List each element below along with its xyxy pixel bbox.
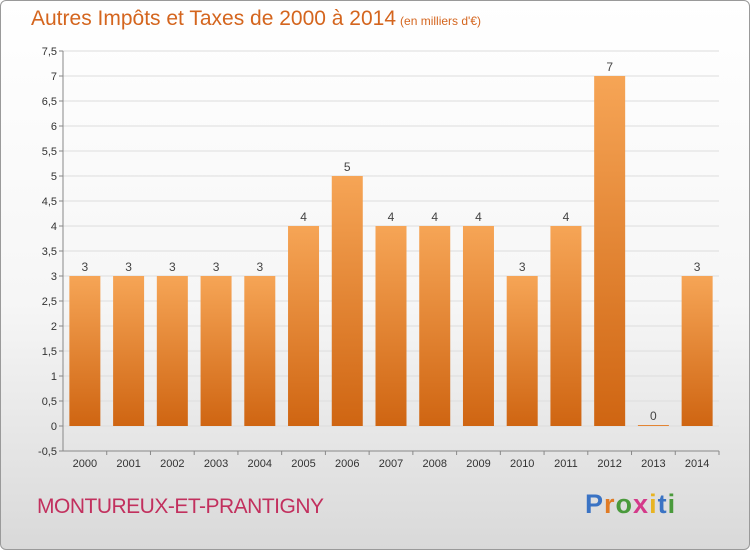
y-tick-label: 3,5 bbox=[42, 246, 57, 258]
proxiti-logo: Proxiti bbox=[585, 489, 676, 520]
labels: -0,5 0 0,5 1 1,5 2 2,5 3 3,5 4 4,5 5 5,5 6 6,5 7 7,5 3 200… bbox=[38, 46, 709, 470]
bar bbox=[550, 226, 582, 426]
data-label: 3 bbox=[82, 260, 89, 274]
bar bbox=[637, 425, 669, 426]
y-tick-label: 0,5 bbox=[42, 396, 57, 408]
bar bbox=[419, 226, 451, 426]
x-tick-label: 2003 bbox=[204, 458, 228, 470]
bar bbox=[156, 276, 188, 426]
x-tick-label: 2014 bbox=[685, 458, 709, 470]
chart-title: Autres Impôts et Taxes de 2000 à 2014 (en… bbox=[31, 7, 481, 31]
y-tick-label: 1,5 bbox=[42, 346, 57, 358]
logo-letter: o bbox=[615, 489, 634, 519]
data-label: 3 bbox=[694, 260, 701, 274]
data-label: 0 bbox=[650, 409, 657, 423]
x-tick-label: 2009 bbox=[466, 458, 490, 470]
logo-letter: r bbox=[604, 489, 616, 519]
x-tick-label: 2012 bbox=[597, 458, 621, 470]
logo-letter: i bbox=[649, 489, 658, 519]
bar bbox=[331, 176, 363, 426]
chart-title-text: Autres Impôts et Taxes de 2000 à 2014 bbox=[31, 7, 397, 30]
bar bbox=[288, 226, 320, 426]
y-tick-label: 6,5 bbox=[42, 96, 57, 108]
x-tick-label: 2001 bbox=[116, 458, 140, 470]
logo-letter: t bbox=[657, 489, 668, 519]
y-tick-label: 2,5 bbox=[42, 296, 57, 308]
y-tick-label: 4 bbox=[51, 221, 57, 233]
x-tick-label: 2007 bbox=[379, 458, 403, 470]
y-tick-label: -0,5 bbox=[38, 446, 57, 458]
data-label: 4 bbox=[431, 210, 438, 224]
bar bbox=[375, 226, 407, 426]
x-tick-label: 2005 bbox=[291, 458, 315, 470]
data-label: 4 bbox=[388, 210, 395, 224]
bar bbox=[113, 276, 145, 426]
bar bbox=[462, 226, 494, 426]
x-tick-label: 2002 bbox=[160, 458, 184, 470]
y-tick-label: 7,5 bbox=[42, 46, 57, 58]
axes bbox=[59, 50, 720, 455]
bar bbox=[681, 276, 713, 426]
y-tick-label: 6 bbox=[51, 121, 57, 133]
data-label: 3 bbox=[169, 260, 176, 274]
data-label: 4 bbox=[563, 210, 570, 224]
data-label: 5 bbox=[344, 160, 351, 174]
logo-letter: P bbox=[585, 489, 605, 519]
x-tick-label: 2000 bbox=[73, 458, 97, 470]
data-label: 3 bbox=[213, 260, 220, 274]
data-label: 3 bbox=[125, 260, 132, 274]
data-label: 4 bbox=[475, 210, 482, 224]
bar bbox=[594, 76, 626, 426]
x-tick-label: 2008 bbox=[422, 458, 446, 470]
commune-name: MONTUREUX-ET-PRANTIGNY bbox=[37, 495, 324, 518]
data-label: 7 bbox=[606, 60, 613, 74]
data-label: 3 bbox=[256, 260, 263, 274]
y-tick-label: 5,5 bbox=[42, 146, 57, 158]
bar bbox=[200, 276, 232, 426]
x-tick-label: 2013 bbox=[641, 458, 665, 470]
x-tick-label: 2004 bbox=[248, 458, 272, 470]
data-label: 4 bbox=[300, 210, 307, 224]
y-tick-label: 0 bbox=[51, 421, 57, 433]
data-label: 3 bbox=[519, 260, 526, 274]
x-tick-label: 2006 bbox=[335, 458, 359, 470]
chart-subtitle: (en milliers d'€) bbox=[400, 14, 482, 28]
y-tick-label: 7 bbox=[51, 71, 57, 83]
logo-letter: i bbox=[667, 489, 677, 519]
y-tick-label: 1 bbox=[51, 371, 57, 383]
bar bbox=[244, 276, 276, 426]
y-tick-label: 4,5 bbox=[42, 196, 57, 208]
x-tick-label: 2010 bbox=[510, 458, 534, 470]
y-tick-label: 5 bbox=[51, 171, 57, 183]
bar bbox=[69, 276, 101, 426]
bars bbox=[69, 76, 713, 426]
y-tick-label: 2 bbox=[51, 321, 57, 333]
x-tick-label: 2011 bbox=[554, 458, 578, 470]
y-tick-label: 3 bbox=[51, 271, 57, 283]
logo-letter: x bbox=[633, 489, 650, 519]
bar bbox=[506, 276, 538, 426]
